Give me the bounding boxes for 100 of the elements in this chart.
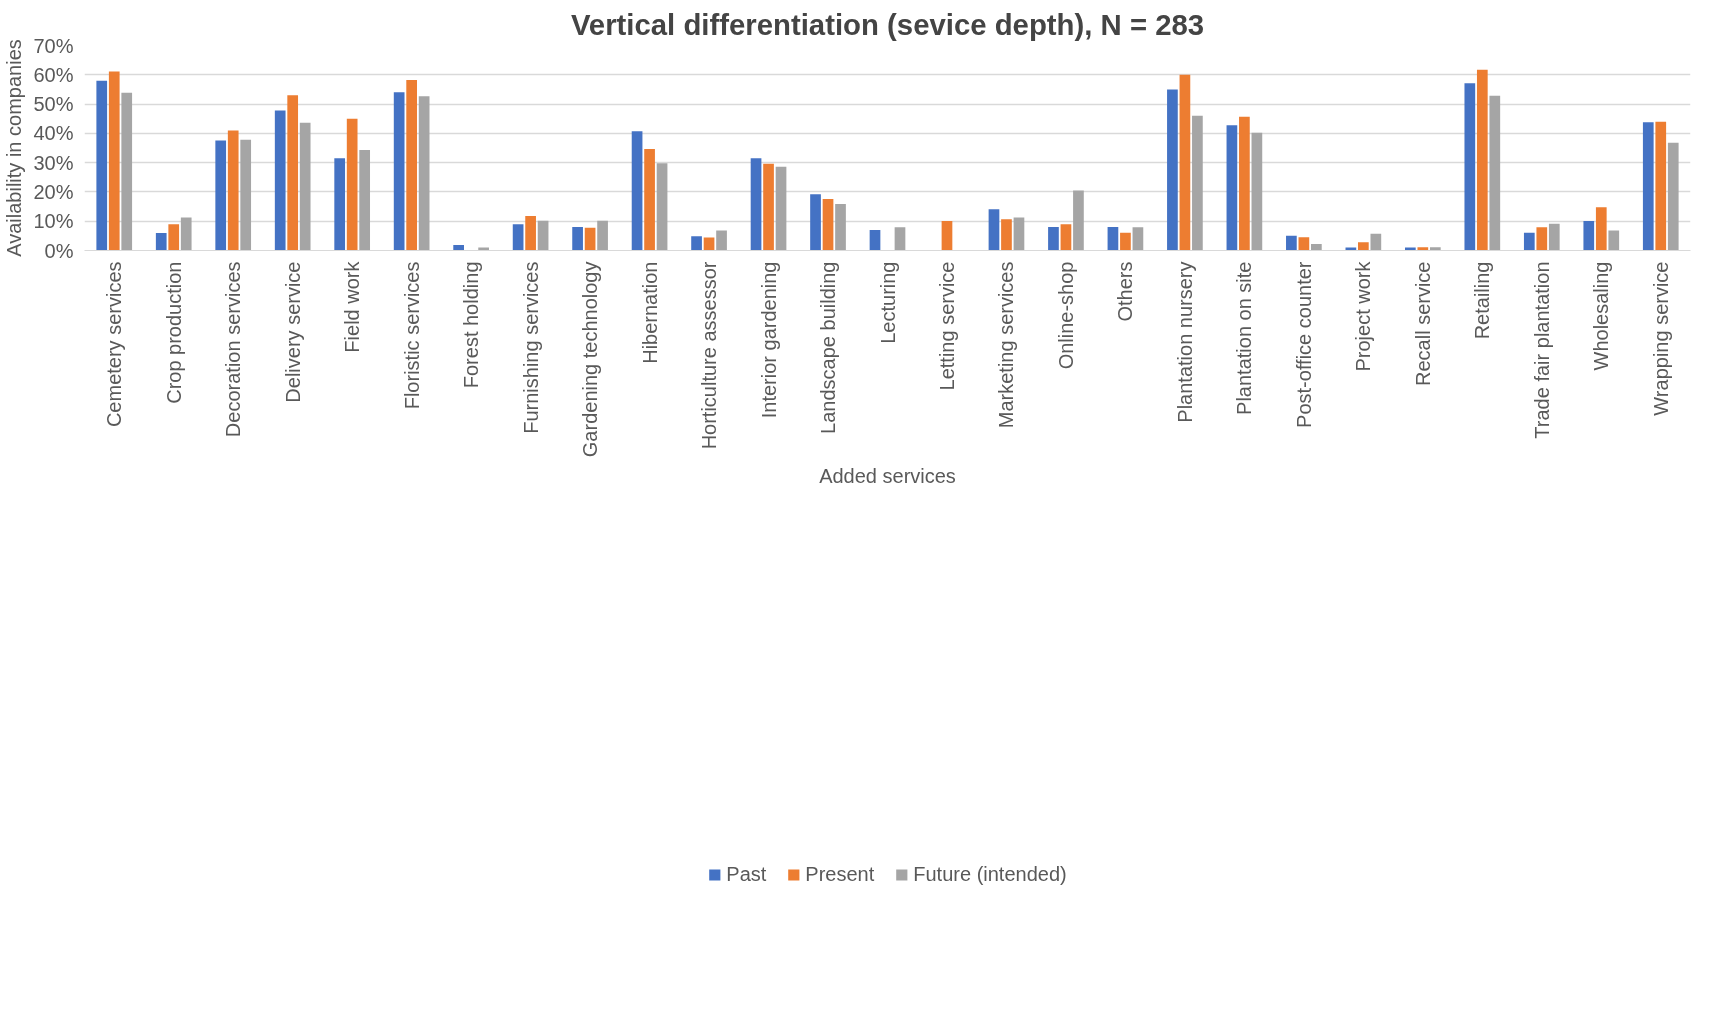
x-tick-label: Forest holding (460, 261, 483, 389)
bar (1536, 227, 1548, 251)
x-tick-label: Field work (341, 260, 364, 353)
bar (227, 130, 239, 251)
x-tick-label: Post-office counter (1292, 261, 1315, 428)
bar (1107, 227, 1119, 251)
y-tick-label: 40% (33, 122, 74, 145)
bar (835, 203, 846, 251)
x-tick-label: Interior gardening (757, 261, 780, 419)
bar (572, 227, 583, 251)
bar (180, 217, 192, 251)
bar (1132, 227, 1144, 251)
x-tick-label: Wrapping service (1649, 261, 1672, 416)
bar (691, 236, 702, 251)
bar (1370, 233, 1382, 251)
y-tick-label: 10% (33, 210, 74, 233)
x-tick-label: Plantation on site (1233, 261, 1256, 415)
chart-title: Vertical differentiation (sevice depth), N = 283 (570, 7, 1205, 41)
bar (453, 244, 464, 251)
bar (988, 209, 1000, 251)
bar (1251, 132, 1263, 251)
bar (775, 166, 787, 251)
bar (1048, 227, 1059, 251)
x-tick-label: Plantation nursery (1173, 261, 1196, 423)
bar (121, 92, 133, 251)
bar (1179, 74, 1191, 251)
bar (656, 163, 668, 251)
bar (1073, 190, 1084, 251)
x-tick-label: Retailing (1471, 261, 1494, 340)
bar (346, 118, 358, 251)
bar (1358, 242, 1369, 251)
x-tick-label: Floristic services (400, 261, 423, 410)
x-tick-label: Crop production (162, 261, 185, 404)
bar (1311, 244, 1322, 251)
bar (894, 227, 906, 251)
bar (1120, 232, 1131, 251)
bar (597, 220, 608, 251)
bar (1429, 247, 1441, 251)
bar (537, 220, 549, 251)
bar (869, 230, 881, 251)
x-tick-label: Decoration services (222, 261, 245, 438)
y-tick-label: 20% (33, 180, 74, 203)
bar (1548, 223, 1560, 251)
bar (299, 122, 311, 251)
y-tick-label: 30% (33, 151, 74, 174)
bar (941, 220, 953, 251)
bar (644, 148, 655, 251)
bar (1417, 247, 1429, 251)
bar (631, 131, 643, 251)
x-tick-label: Gardening technology (579, 261, 602, 458)
bar (240, 139, 252, 251)
bar (1583, 220, 1595, 251)
x-tick-label: Marketing services (995, 261, 1018, 429)
bar (810, 194, 821, 251)
y-axis-title: Availability in companies (3, 39, 26, 257)
bar (1192, 115, 1203, 251)
x-axis-title: Added services (819, 465, 956, 488)
bar (1523, 232, 1535, 251)
bar (1060, 224, 1072, 251)
x-tick-label: Horticulture assessor (698, 261, 721, 450)
bar (1286, 235, 1297, 251)
bar (1655, 121, 1667, 251)
x-tick-label: Recall service (1411, 261, 1434, 386)
bar (1476, 69, 1488, 251)
x-tick-label: Landscape building (817, 261, 840, 434)
legend-label: Future (intended) (913, 862, 1067, 886)
bar (1464, 83, 1476, 251)
y-tick-label: 0% (44, 239, 74, 262)
bar (1001, 219, 1012, 251)
bar (750, 158, 762, 251)
bar (584, 227, 596, 251)
y-tick-label: 50% (33, 93, 74, 116)
bar (334, 158, 346, 251)
x-tick-label: Others (1114, 261, 1137, 322)
x-tick-label: Furnishing services (519, 261, 542, 434)
bar (274, 110, 286, 251)
y-tick-label: 70% (33, 34, 74, 57)
bar (1167, 89, 1178, 251)
bar (287, 95, 299, 251)
x-tick-label: Letting service (935, 261, 958, 391)
bar (822, 198, 834, 251)
x-tick-label: Cemetery services (103, 261, 126, 428)
x-tick-label: Wholesaling (1590, 261, 1613, 371)
bar (1226, 125, 1238, 251)
bar (525, 215, 536, 251)
bar (512, 224, 524, 251)
bar (763, 163, 774, 251)
bar (1667, 142, 1679, 251)
bar (406, 80, 417, 251)
bar (155, 232, 167, 251)
bar (1489, 95, 1501, 251)
bar (1595, 207, 1607, 251)
x-tick-label: Hibernation (638, 261, 661, 364)
bar (96, 80, 108, 251)
legend-label: Past (726, 862, 767, 886)
bar (716, 230, 727, 251)
bar (393, 92, 405, 251)
x-tick-label: Online-shop (1054, 261, 1077, 370)
x-tick-label: Lecturing (876, 261, 899, 344)
x-tick-label: Delivery service (281, 261, 304, 403)
